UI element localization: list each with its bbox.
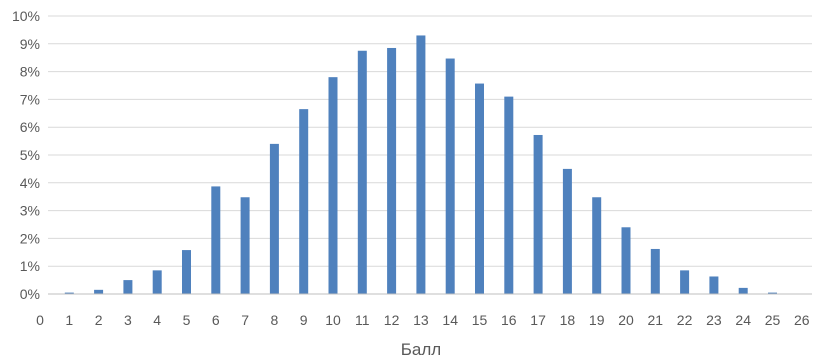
y-tick-label: 4% — [20, 175, 40, 191]
x-tick-label: 24 — [735, 312, 751, 328]
x-tick-label: 5 — [183, 312, 191, 328]
x-tick-label: 2 — [95, 312, 103, 328]
x-tick-label: 25 — [765, 312, 781, 328]
x-tick-label: 14 — [442, 312, 458, 328]
bars — [64, 35, 777, 295]
y-tick-labels: 0% 1% 2% 3% 4% 5% 6% 7% 8% 9% 10% — [12, 8, 40, 302]
gridlines — [48, 15, 812, 267]
y-tick-label: 2% — [20, 230, 40, 246]
bar — [650, 248, 660, 294]
y-tick-label: 5% — [20, 147, 40, 163]
bar — [328, 77, 338, 294]
y-tick-label: 0% — [20, 286, 40, 302]
y-tick-label: 1% — [20, 258, 40, 274]
x-tick-label: 6 — [212, 312, 220, 328]
x-tick-label: 19 — [589, 312, 605, 328]
bar — [240, 197, 250, 294]
bar — [680, 270, 690, 294]
bar — [562, 168, 572, 294]
bar — [299, 109, 309, 294]
x-tick-label: 20 — [618, 312, 634, 328]
y-tick-label: 9% — [20, 36, 40, 52]
bar — [416, 35, 426, 295]
x-tick-label: 13 — [413, 312, 429, 328]
y-tick-label: 10% — [12, 8, 40, 24]
x-tick-label: 7 — [241, 312, 249, 328]
x-tick-label: 1 — [65, 312, 73, 328]
x-tick-label: 21 — [648, 312, 664, 328]
y-tick-label: 7% — [20, 91, 40, 107]
bar — [152, 270, 162, 294]
bar — [592, 197, 602, 294]
y-tick-label: 8% — [20, 64, 40, 80]
bar — [504, 96, 514, 295]
x-tick-label: 4 — [153, 312, 161, 328]
bar — [738, 287, 748, 294]
bar — [269, 143, 279, 294]
x-tick-label: 8 — [271, 312, 279, 328]
bar — [768, 292, 777, 294]
bar — [709, 276, 719, 294]
x-tick-label: 18 — [560, 312, 576, 328]
x-tick-label: 17 — [530, 312, 546, 328]
bar — [387, 47, 397, 294]
bar — [621, 227, 631, 294]
x-axis-title: Балл — [401, 340, 441, 359]
x-tick-label: 26 — [794, 312, 810, 328]
x-tick-label: 23 — [706, 312, 722, 328]
bar — [94, 289, 104, 294]
bar — [445, 58, 455, 295]
y-tick-label: 3% — [20, 203, 40, 219]
x-tick-label: 16 — [501, 312, 517, 328]
bar — [533, 134, 543, 294]
x-tick-label: 15 — [472, 312, 488, 328]
x-tick-label: 10 — [325, 312, 341, 328]
bar — [357, 50, 367, 294]
bar — [64, 292, 74, 294]
y-tick-label: 6% — [20, 119, 40, 135]
x-tick-label: 0 — [36, 312, 44, 328]
bar — [475, 83, 484, 294]
x-tick-label: 22 — [677, 312, 693, 328]
x-tick-labels: 0 1 2 3 4 5 6 7 8 9 10 11 12 13 14 15 16 17 18 19 20 21 22 23 24… — [36, 312, 810, 328]
x-tick-label: 9 — [300, 312, 308, 328]
bar — [211, 186, 221, 294]
x-tick-label: 12 — [384, 312, 400, 328]
x-tick-label: 11 — [355, 312, 370, 328]
x-tick-label: 3 — [124, 312, 132, 328]
bar — [123, 280, 133, 294]
bar — [182, 250, 191, 294]
